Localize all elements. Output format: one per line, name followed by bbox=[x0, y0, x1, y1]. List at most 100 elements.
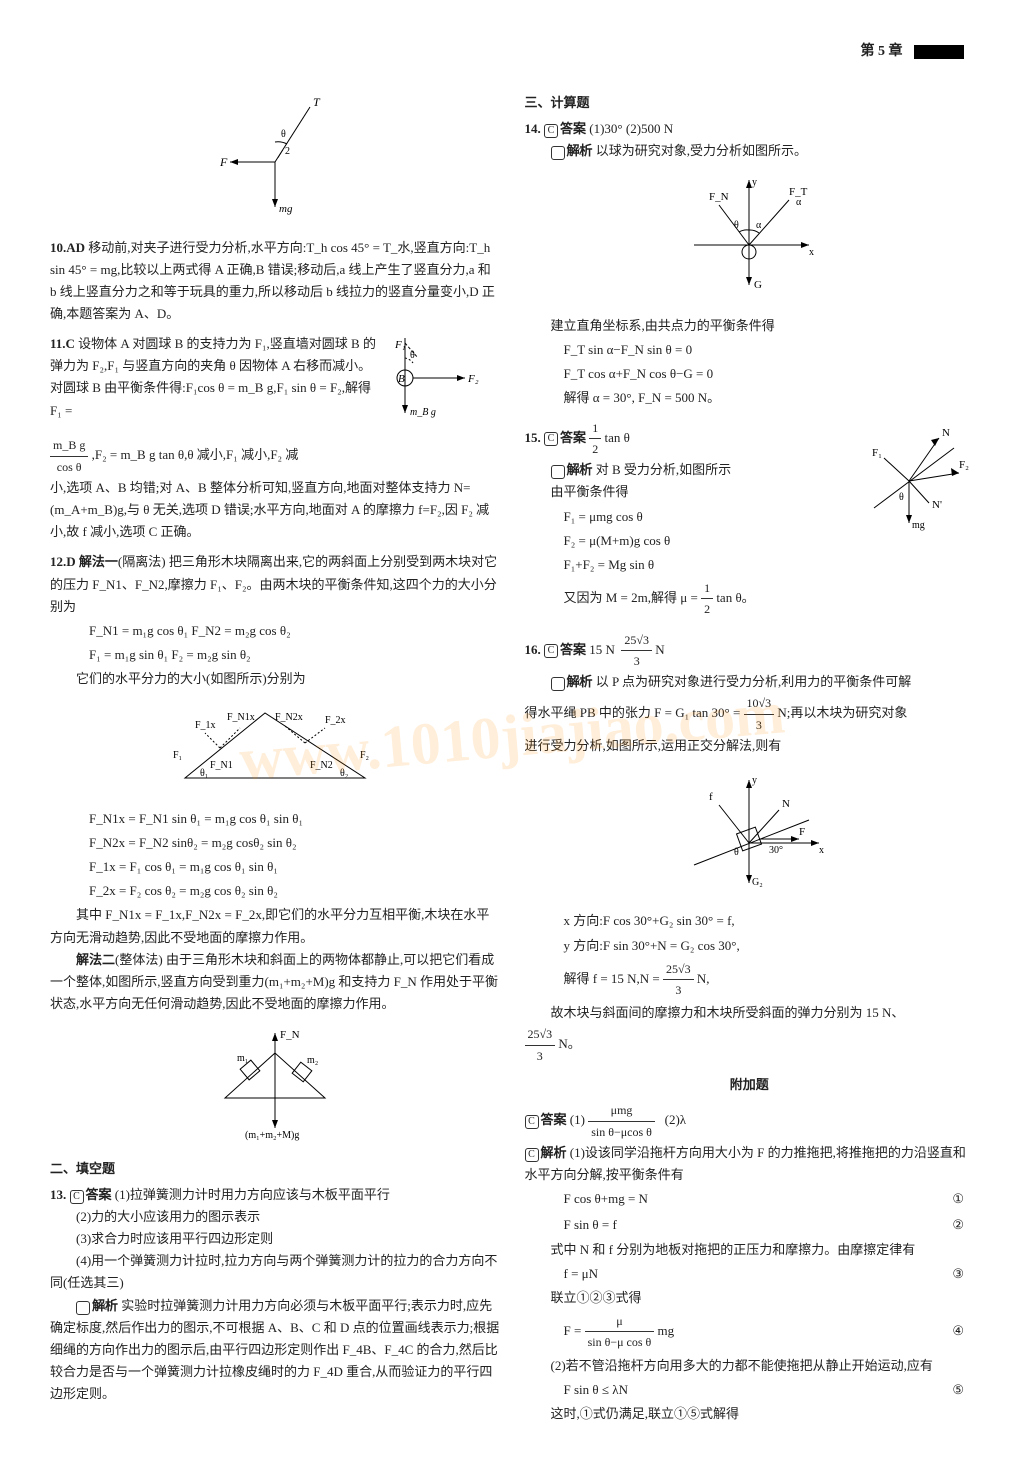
svg-text:mg: mg bbox=[279, 203, 293, 215]
svg-text:F_N1x: F_N1x bbox=[227, 712, 255, 723]
q14-jx2: 建立直角坐标系,由共点力的平衡条件得 bbox=[525, 315, 975, 337]
svg-text:F₂: F₂ bbox=[959, 459, 969, 471]
q12-eq3: F_N1x = F_N1 sin θ₁ = m₁g cos θ₁ sin θ₁ bbox=[50, 808, 500, 830]
extra-jx2: 式中 N 和 f 分别为地板对拖把的正压力和摩擦力。由摩擦定律有 bbox=[525, 1239, 975, 1261]
q10-num: 10.AD bbox=[50, 240, 85, 255]
q15-eq4b: tan θ。 bbox=[716, 590, 754, 605]
q16-jx1: 以 P 点为研究对象进行受力分析,利用力的平衡条件可解 bbox=[596, 674, 912, 689]
extra-jx4: (2)若不管沿拖杆方向用多大的力都不能使拖把从静止开始运动,应有 bbox=[525, 1355, 975, 1377]
jx-icon: C bbox=[551, 465, 565, 479]
q12-num: 12.D bbox=[50, 554, 76, 569]
extra-title: 附加题 bbox=[525, 1074, 975, 1096]
q15-jx-label: 解析 bbox=[567, 462, 593, 477]
svg-text:N: N bbox=[782, 798, 790, 810]
q16-jx-line: C解析 以 P 点为研究对象进行受力分析,利用力的平衡条件可解 bbox=[525, 671, 975, 693]
svg-text:N': N' bbox=[932, 499, 942, 511]
extra-eq1n: ① bbox=[952, 1188, 974, 1210]
extra-ans2: (2)λ bbox=[665, 1112, 686, 1127]
q14-jx1: 以球为研究对象,受力分析如图所示。 bbox=[596, 143, 807, 158]
q12-text3: 其中 F_N1x = F_1x,F_N2x = F_2x,即它们的水平分力互相平… bbox=[50, 904, 500, 948]
svg-text:m₁: m₁ bbox=[237, 1053, 248, 1064]
q12-eq2: F₁ = m₁g sin θ₁ F₂ = m₂g sin θ₂ bbox=[50, 644, 500, 666]
svg-text:(m₁+m₂+M)g: (m₁+m₂+M)g bbox=[245, 1130, 299, 1141]
jx-icon: C bbox=[525, 1148, 539, 1162]
q15-ans-frac: 12 bbox=[589, 418, 601, 460]
svg-text:θ: θ bbox=[734, 220, 739, 231]
q16-jx5-line: 25√33 N。 bbox=[525, 1024, 975, 1066]
q10: 10.AD 移动前,对夹子进行受力分析,水平方向:T_h cos 45° = T… bbox=[50, 237, 500, 325]
extra-eq4n: ④ bbox=[952, 1320, 974, 1342]
fig-q16: y x f N F 30° θ G₂ bbox=[525, 765, 975, 902]
svg-text:F₁: F₁ bbox=[394, 339, 406, 351]
q14-jx-line: C解析 以球为研究对象,受力分析如图所示。 bbox=[525, 140, 975, 162]
extra-eq1-row: F cos θ+mg = N ① bbox=[525, 1186, 975, 1212]
q13: 13. C答案 (1)拉弹簧测力计时用力方向应该与木板平面平行 (2)力的大小应… bbox=[50, 1184, 500, 1405]
q14-ans-label: 答案 bbox=[560, 121, 586, 136]
q13-num: 13. bbox=[50, 1187, 66, 1202]
q14: 14. C 答案 (1)30° (2)500 N C解析 以球为研究对象,受力分析… bbox=[525, 118, 975, 410]
q16-jx2b: N;再以木块为研究对象 bbox=[777, 705, 907, 720]
q14-num: 14. bbox=[525, 121, 541, 136]
q15-eq3: F₁+F₂ = Mg sin θ bbox=[525, 554, 975, 576]
svg-text:F₂: F₂ bbox=[467, 373, 479, 385]
q15-eq4a: 又因为 M = 2m,解得 μ = bbox=[564, 590, 702, 605]
svg-text:B: B bbox=[398, 373, 405, 385]
q12-m2: 解法二(整体法) 由于三角形木块和斜面上的两物体都静止,可以把它们看成一个整体,… bbox=[50, 949, 500, 1015]
q16-ans-label: 答案 bbox=[560, 641, 586, 656]
q13-a2: (2)力的大小应该用力的图示表示 bbox=[50, 1206, 500, 1228]
ans-icon: C bbox=[70, 1190, 84, 1204]
svg-text:θ₂: θ₂ bbox=[340, 768, 348, 779]
svg-text:y: y bbox=[752, 775, 757, 786]
extra-eq3n: ③ bbox=[952, 1263, 974, 1285]
q12-m1-label: 解法一 bbox=[79, 554, 118, 569]
svg-text:F: F bbox=[219, 155, 228, 169]
q14-eq2: F_T cos α+F_N cos θ−G = 0 bbox=[525, 363, 975, 385]
q12-eq5: F_1x = F₁ cos θ₁ = m₁g cos θ₁ sin θ₁ bbox=[50, 856, 500, 878]
svg-text:F_N: F_N bbox=[280, 1029, 300, 1041]
svg-text:F_N2x: F_N2x bbox=[275, 712, 303, 723]
q11-frac: m_B gcos θ bbox=[50, 435, 88, 477]
extra-eq1: F cos θ+mg = N bbox=[525, 1188, 648, 1210]
chapter-label: 第 5 章 bbox=[861, 44, 903, 59]
q11-text1: 设物体 A 对圆球 B 的支持力为 F₁,竖直墙对圆球 B 的弹力为 F₂,F₁… bbox=[50, 336, 376, 417]
extra-jx1: (1)设该同学沿拖杆方向用大小为 F 的力推拖把,将推拖把的力沿竖直和水平方向分… bbox=[525, 1145, 966, 1182]
q16-ans-frac: 25√33 bbox=[621, 630, 652, 672]
q14-ans: (1)30° (2)500 N bbox=[589, 121, 673, 136]
jx-icon: C bbox=[551, 677, 565, 691]
svg-text:θ: θ bbox=[734, 847, 739, 858]
q13-a1: (1)拉弹簧测力计时用力方向应该与木板平面平行 bbox=[115, 1187, 390, 1202]
ans-icon: C bbox=[544, 644, 558, 658]
section-3-title: 三、计算题 bbox=[525, 92, 975, 114]
extra-jx-line: C解析 (1)设该同学沿拖杆方向用大小为 F 的力推拖把,将推拖把的力沿竖直和水… bbox=[525, 1142, 975, 1186]
svg-text:α: α bbox=[796, 197, 802, 208]
q14-eq1: F_T sin α−F_N sin θ = 0 bbox=[525, 339, 975, 361]
extra-ans1: (1) bbox=[570, 1112, 585, 1127]
columns: T θ 2 F mg 10.AD 移动前,对夹子进行受力分析,水平方向:T_h … bbox=[50, 84, 974, 1433]
q16: 16. C答案 15 N 25√33 N C解析 以 P 点为研究对象进行受力分… bbox=[525, 630, 975, 1067]
fig-q14: y x F_N F_T α θ α G bbox=[525, 170, 975, 307]
q16-eq2: y 方向:F sin 30°+N = G₂ cos 30°, bbox=[525, 935, 975, 957]
q16-jx3: 进行受力分析,如图所示,运用正交分解法,则有 bbox=[525, 735, 975, 757]
q13-jx-label: 解析 bbox=[92, 1298, 118, 1313]
extra-jx-label: 解析 bbox=[541, 1145, 567, 1160]
q11: F₁ θ B F₂ m_B g 11.C 设物体 A 对圆球 B 的支持力为 F… bbox=[50, 333, 500, 543]
q15: N F₁ F₂ N' mg θ 15. C答案 12 tan θ C解析 对 B… bbox=[525, 418, 975, 622]
svg-text:α: α bbox=[756, 220, 762, 231]
svg-text:x: x bbox=[809, 247, 814, 258]
svg-text:F₁: F₁ bbox=[173, 750, 182, 761]
svg-text:G: G bbox=[754, 279, 762, 291]
svg-text:F_2x: F_2x bbox=[325, 715, 346, 726]
q16-jx2-frac: 10√33 bbox=[744, 693, 775, 735]
page: 第 5 章 www.1010jiajiao.com T θ 2 F mg 10.… bbox=[50, 40, 974, 1433]
q12-text2: 它们的水平分力的大小(如图所示)分别为 bbox=[50, 668, 500, 690]
fig-q11: F₁ θ B F₂ m_B g bbox=[390, 333, 500, 430]
fig-q15: N F₁ F₂ N' mg θ bbox=[854, 418, 974, 545]
svg-text:x: x bbox=[819, 845, 824, 856]
q12-eq1: F_N1 = m₁g cos θ₁ F_N2 = m₂g cos θ₂ bbox=[50, 620, 500, 642]
svg-text:F: F bbox=[799, 826, 805, 838]
extra-eq5n: ⑤ bbox=[952, 1379, 974, 1401]
extra-eq3-row: f = μN ③ bbox=[525, 1261, 975, 1287]
q15-jx1: 对 B 受力分析,如图所示 bbox=[596, 462, 731, 477]
jx-icon: C bbox=[551, 146, 565, 160]
q15-ans: tan θ bbox=[605, 429, 630, 444]
